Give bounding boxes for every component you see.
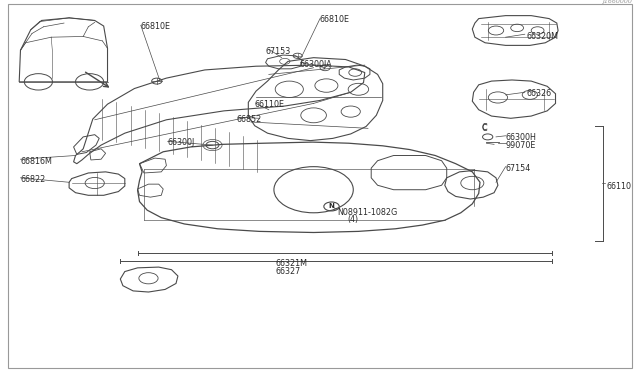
Text: 66300J: 66300J xyxy=(168,138,195,147)
Text: 66300JA: 66300JA xyxy=(300,60,332,68)
Text: 67153: 67153 xyxy=(266,46,291,55)
Text: C: C xyxy=(481,124,487,132)
Text: 66822: 66822 xyxy=(20,175,45,184)
Text: 99070E: 99070E xyxy=(506,141,536,150)
Text: N08911-1082G: N08911-1082G xyxy=(337,208,397,217)
Text: 66110E: 66110E xyxy=(255,100,285,109)
Text: 67154: 67154 xyxy=(506,164,531,173)
Text: 66110: 66110 xyxy=(607,182,632,190)
Text: 66810E: 66810E xyxy=(320,15,350,24)
Text: 66321M: 66321M xyxy=(275,259,307,267)
Text: 66816M: 66816M xyxy=(20,157,52,166)
Text: C: C xyxy=(481,123,487,132)
Text: 66320M: 66320M xyxy=(526,32,558,41)
Text: N: N xyxy=(328,203,335,209)
Text: 66852: 66852 xyxy=(237,115,262,124)
Text: 66326: 66326 xyxy=(526,89,551,98)
Text: (4): (4) xyxy=(348,215,358,224)
Text: 66327: 66327 xyxy=(275,267,300,276)
Text: 66300H: 66300H xyxy=(506,133,536,142)
Text: J1660000: J1660000 xyxy=(602,0,632,4)
Text: 66810E: 66810E xyxy=(141,22,171,31)
